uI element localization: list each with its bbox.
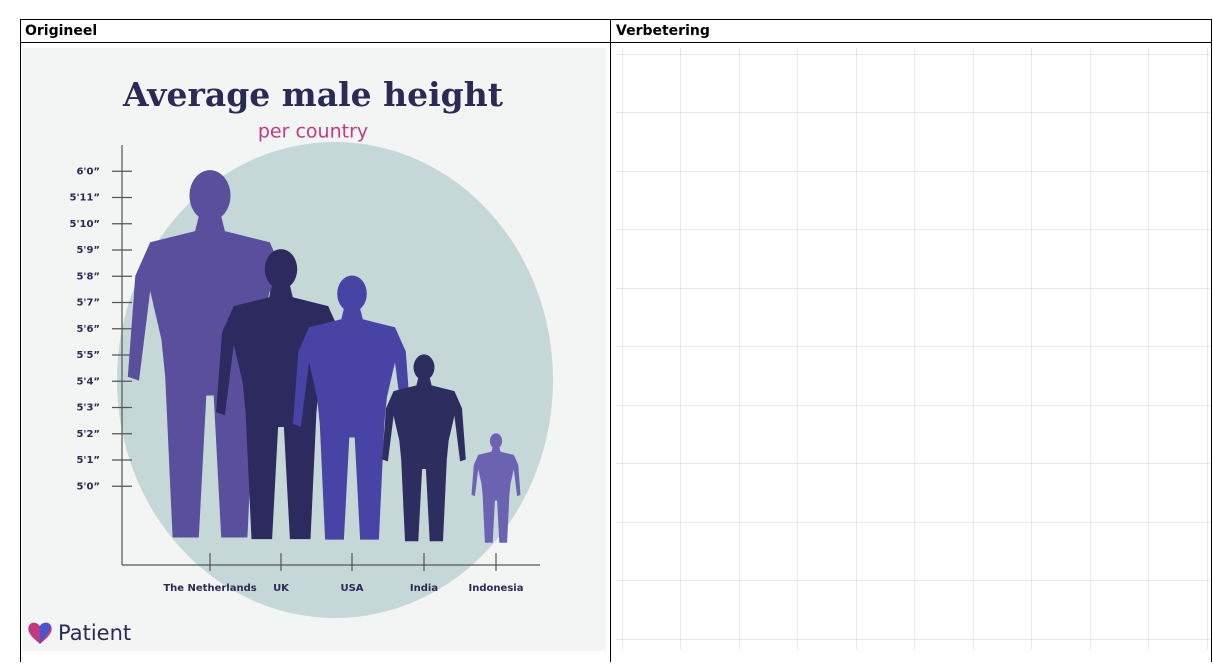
y-tick-label: 5'1” — [76, 455, 100, 466]
document-table: Origineel Verbetering Average male heigh… — [0, 0, 1213, 662]
x-tick-label: India — [410, 583, 438, 594]
x-tick-label: USA — [340, 583, 363, 594]
x-tick-label: The Netherlands — [163, 583, 256, 594]
x-tick-label: UK — [273, 583, 290, 594]
x-tick-label: Indonesia — [469, 583, 524, 594]
y-tick-label: 5'5” — [76, 350, 100, 361]
y-tick-label: 5'0” — [76, 481, 100, 492]
figure-head — [414, 354, 435, 380]
y-tick-label: 5'9” — [76, 245, 100, 256]
y-tick-label: 5'7” — [76, 298, 100, 309]
chart-subtitle: per country — [258, 121, 368, 143]
y-tick-label: 5'3” — [76, 403, 100, 414]
y-tick-label: 5'8” — [76, 271, 100, 282]
header-cell: Origineel — [25, 23, 97, 39]
figure-head — [189, 170, 230, 221]
figure-head — [490, 433, 502, 448]
y-tick-label: 6'0” — [76, 166, 100, 177]
header-cell: Verbetering — [616, 23, 710, 39]
brand-name: Patient — [58, 621, 131, 645]
y-tick-label: 5'6” — [76, 324, 100, 335]
y-tick-label: 5'10” — [69, 219, 100, 230]
figure-head — [337, 275, 367, 312]
empty-grid — [616, 48, 1210, 650]
y-tick-label: 5'2” — [76, 429, 100, 440]
figure-head — [265, 249, 297, 289]
chart-title: Average male height — [122, 75, 504, 114]
y-tick-label: 5'4” — [76, 376, 100, 387]
page: Origineel Verbetering Average male heigh… — [0, 0, 1213, 662]
y-tick-label: 5'11” — [69, 193, 100, 204]
